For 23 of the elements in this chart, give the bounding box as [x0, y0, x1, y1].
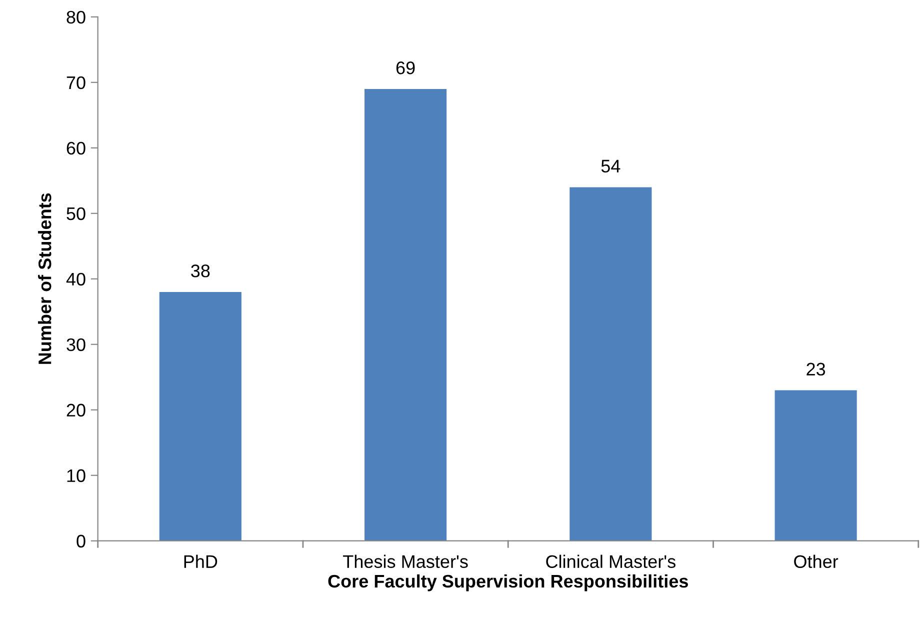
y-tick-label: 40 — [66, 272, 86, 286]
y-tick-label: 50 — [66, 207, 86, 220]
x-tick-label: Clinical Master's — [546, 554, 676, 568]
y-tick-label: 20 — [66, 404, 86, 417]
bar — [159, 292, 242, 541]
x-axis-title: Core Faculty Supervision Responsibilities — [328, 574, 688, 592]
y-tick-label: 70 — [66, 76, 86, 90]
y-tick-label: 60 — [66, 142, 86, 155]
bar — [774, 390, 857, 541]
data-label: 69 — [396, 61, 415, 74]
y-tick-label: 30 — [66, 338, 86, 352]
data-label: 54 — [601, 160, 620, 173]
bar — [570, 187, 652, 541]
data-label: 38 — [191, 264, 210, 278]
y-tick-label: 0 — [76, 534, 86, 548]
x-tick-label: PhD — [184, 554, 218, 568]
bar — [364, 88, 447, 541]
y-tick-label: 10 — [67, 469, 86, 482]
y-axis-title: Number of Students — [38, 193, 52, 364]
x-tick-label: Thesis Master's — [343, 554, 468, 568]
y-tick-label: 80 — [66, 10, 86, 24]
data-label: 23 — [806, 362, 826, 376]
x-tick-label: Other — [794, 554, 838, 568]
